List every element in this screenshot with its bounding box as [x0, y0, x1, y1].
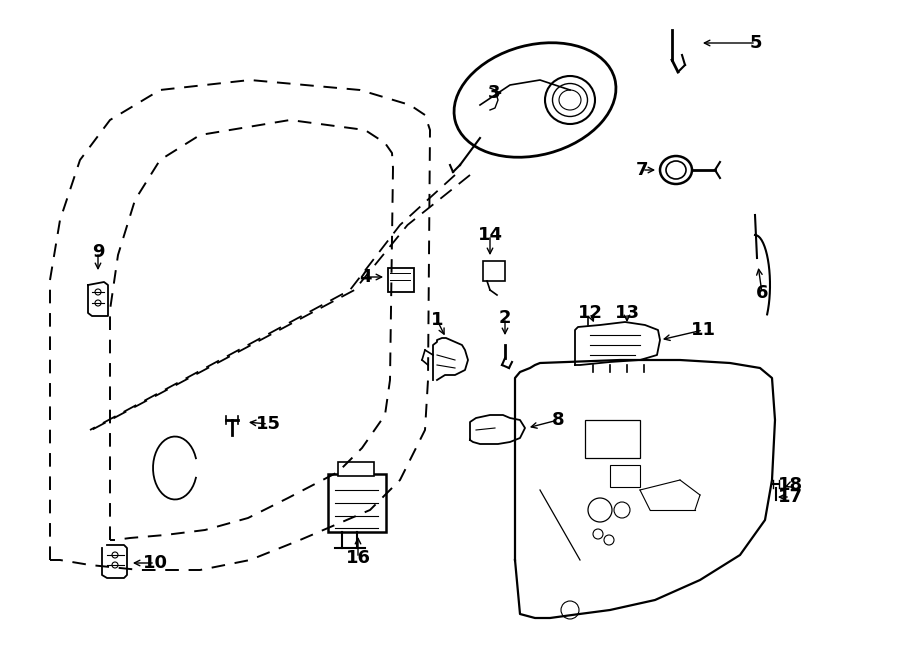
Text: 10: 10: [142, 554, 167, 572]
Ellipse shape: [666, 161, 686, 179]
Polygon shape: [470, 415, 525, 444]
Text: 1: 1: [431, 311, 443, 329]
Text: 18: 18: [778, 476, 803, 494]
FancyBboxPatch shape: [328, 474, 386, 532]
Ellipse shape: [660, 156, 692, 184]
Ellipse shape: [545, 76, 595, 124]
Text: 6: 6: [756, 284, 769, 302]
Text: 3: 3: [488, 84, 500, 102]
Text: 17: 17: [778, 488, 803, 506]
Text: 5: 5: [750, 34, 762, 52]
Polygon shape: [88, 282, 108, 316]
FancyBboxPatch shape: [483, 261, 505, 281]
FancyBboxPatch shape: [338, 462, 374, 476]
Text: 7: 7: [635, 161, 648, 179]
Text: 9: 9: [92, 243, 104, 261]
Polygon shape: [433, 338, 468, 380]
Ellipse shape: [454, 43, 616, 157]
Text: 11: 11: [690, 321, 716, 339]
Text: 12: 12: [578, 304, 602, 322]
Text: 13: 13: [615, 304, 640, 322]
FancyBboxPatch shape: [388, 268, 414, 292]
Text: 14: 14: [478, 226, 502, 244]
Polygon shape: [515, 360, 775, 618]
Text: 4: 4: [359, 268, 371, 286]
Polygon shape: [102, 545, 127, 578]
Text: 2: 2: [499, 309, 511, 327]
Text: 15: 15: [256, 415, 281, 433]
Polygon shape: [575, 322, 660, 365]
Text: 8: 8: [552, 411, 564, 429]
Text: 16: 16: [346, 549, 371, 567]
